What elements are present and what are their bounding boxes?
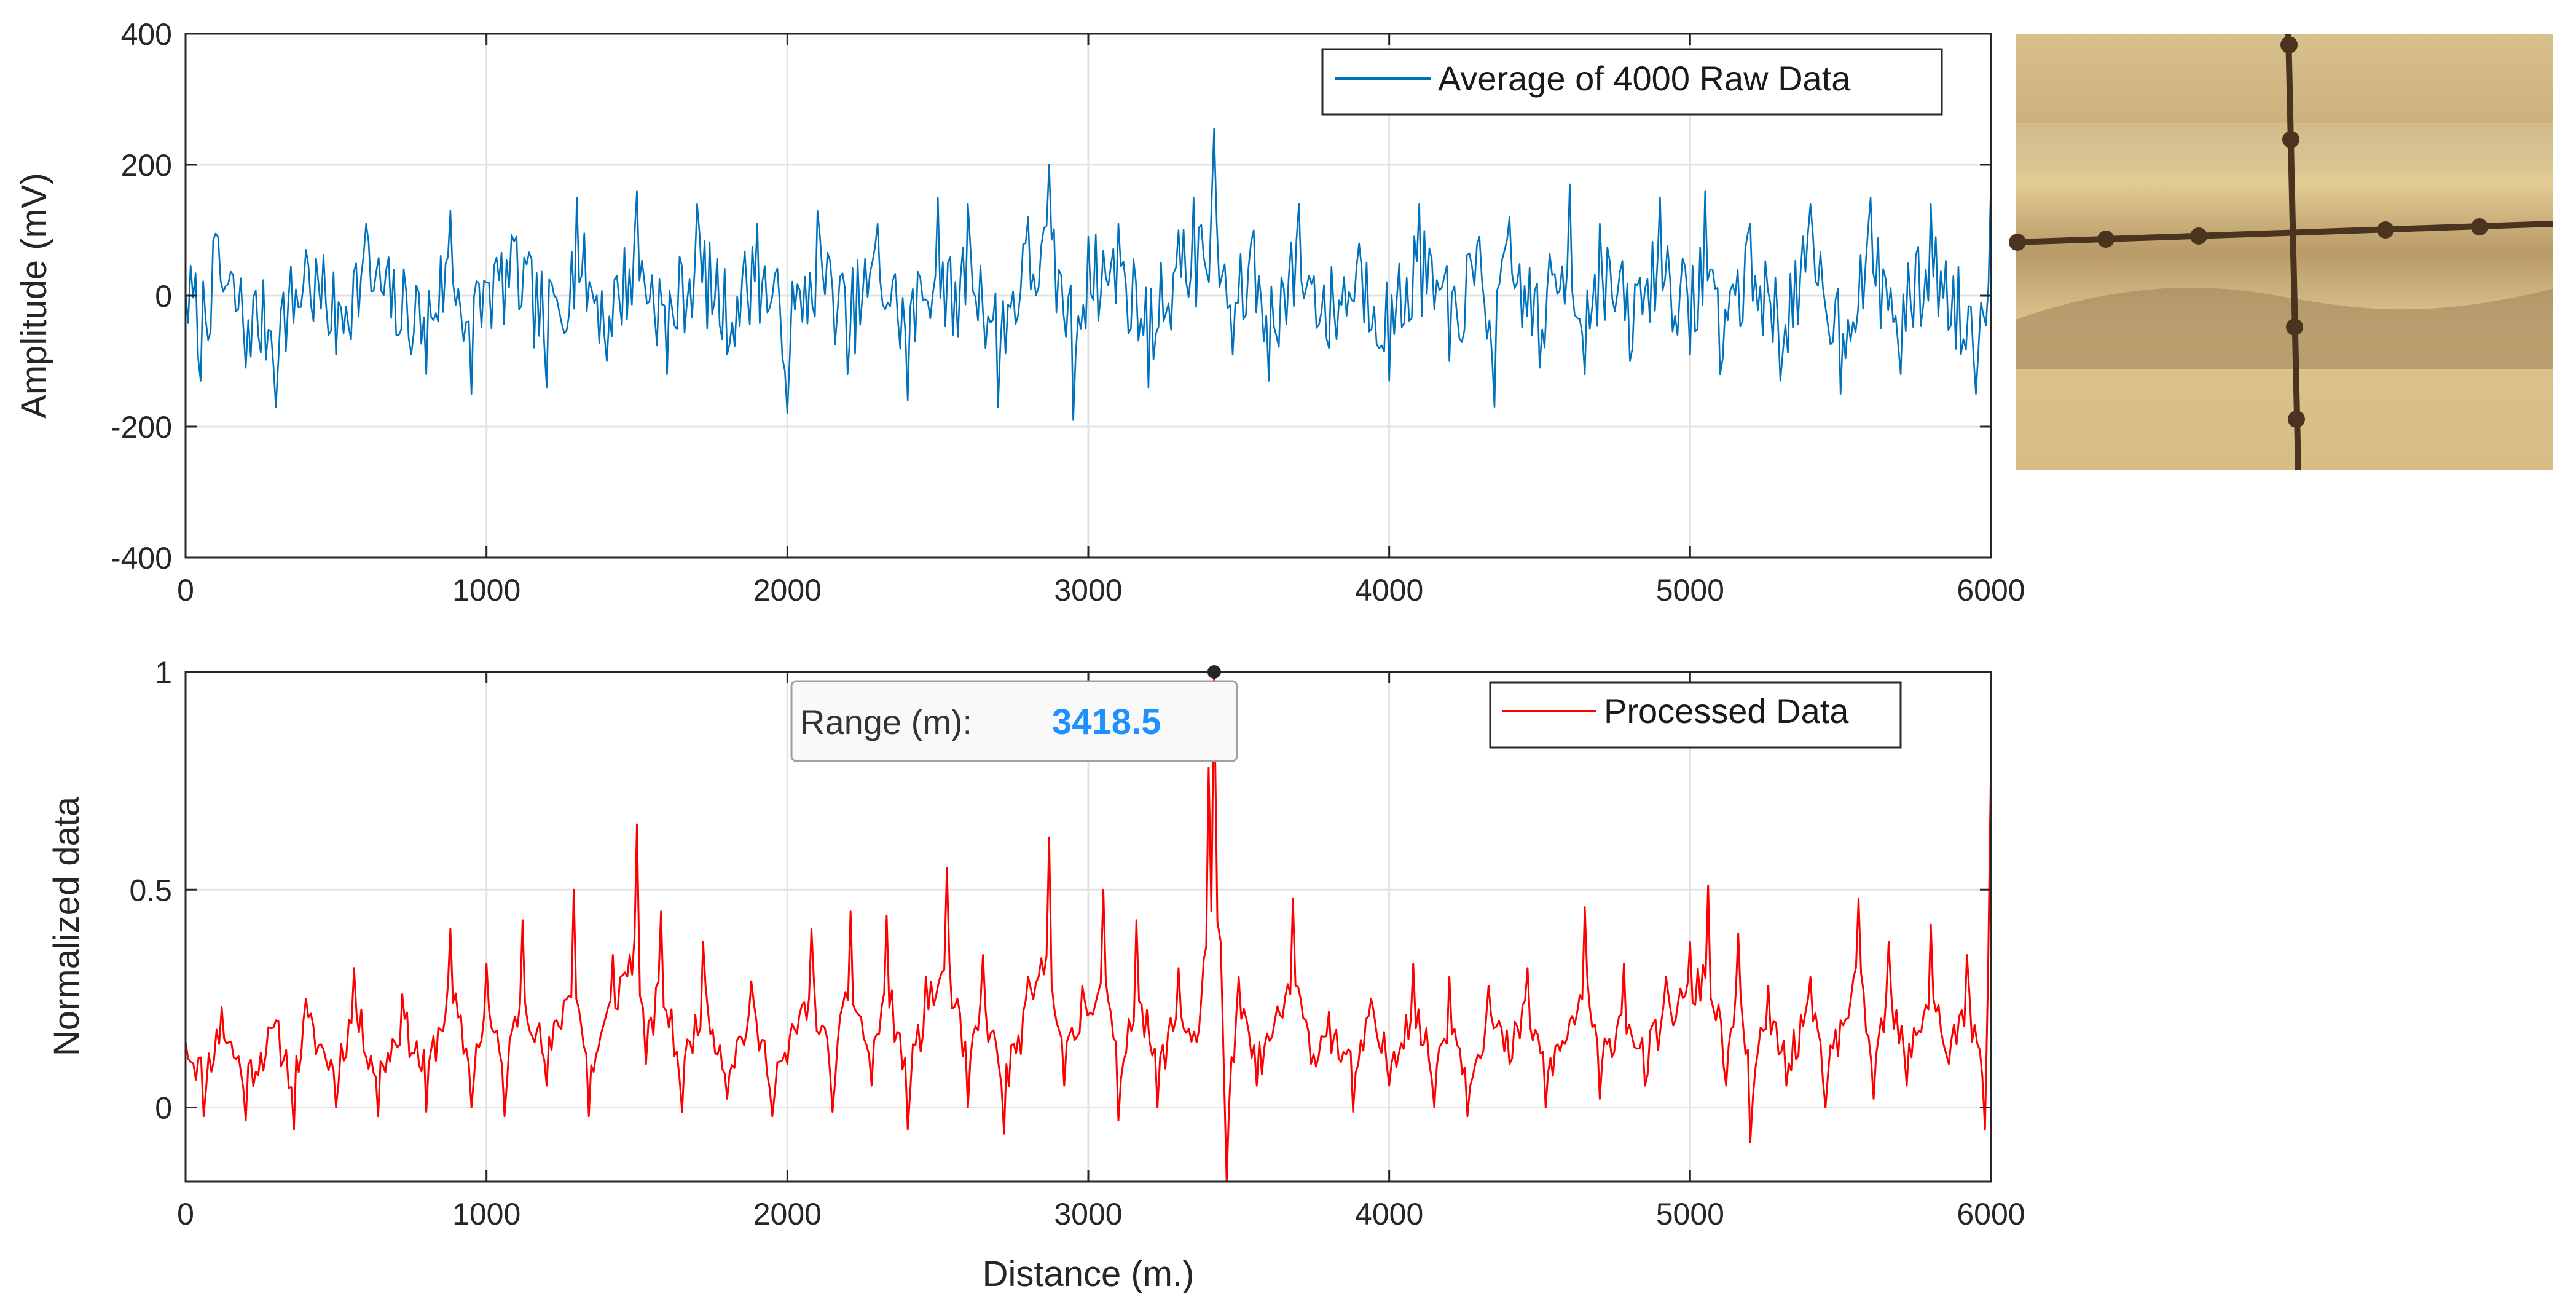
x-tick-label: 6000: [1957, 1197, 2025, 1231]
top-legend[interactable]: Average of 4000 Raw Data: [1321, 48, 1943, 116]
x-tick-label: 0: [177, 573, 194, 607]
datatip-marker[interactable]: [1207, 665, 1221, 679]
photo-hill: [2016, 288, 2553, 369]
y-tick-label: -200: [111, 410, 172, 444]
datatip[interactable]: Range (m): 3418.5: [790, 665, 1238, 762]
processed-data-chart: 0 1000 2000 3000 4000 5000 6000 00.51 Normaliz…: [47, 655, 2025, 1294]
inset-photo: [2009, 33, 2553, 471]
datatip-box: [790, 680, 1238, 762]
x-tick-label: 4000: [1355, 573, 1423, 607]
series-line-average-of-4000-raw-data[interactable]: [186, 128, 1991, 421]
bottom-y-tick-labels: 00.51: [129, 655, 172, 1126]
bottom-ticks: [184, 671, 1992, 1182]
photo-crosshair-vertical: [2285, 33, 2301, 471]
photo-sky-band: [2016, 123, 2553, 172]
bottom-legend-label: Processed Data: [1604, 692, 1849, 730]
top-legend-label: Average of 4000 Raw Data: [1438, 59, 1851, 98]
y-tick-label: 0: [155, 279, 172, 314]
x-tick-label: 5000: [1656, 573, 1724, 607]
photo-crosshair-dots: [2009, 36, 2488, 428]
bottom-x-tick-labels: 0 1000 2000 3000 4000 5000 6000: [177, 1197, 2025, 1231]
raw-data-chart: 0 1000 2000 3000 4000 5000 6000 -400 -200 0 200 40…: [14, 17, 2025, 607]
x-tick-label: 4000: [1355, 1197, 1423, 1231]
top-x-tick-labels: 0 1000 2000 3000 4000 5000 6000: [177, 573, 2025, 607]
x-tick-label: 2000: [753, 1197, 822, 1231]
top-ticks: [184, 33, 1992, 559]
x-tick-label: 2000: [753, 573, 822, 607]
y-tick-label: 1: [155, 655, 172, 690]
x-tick-label: 0: [177, 1197, 194, 1231]
x-tick-label: 1000: [452, 1197, 520, 1231]
y-tick-label: 0: [155, 1091, 172, 1126]
y-tick-label: 200: [121, 148, 172, 183]
bottom-y-axis-title: Normalized data: [47, 796, 87, 1056]
bottom-series-group: [186, 672, 1991, 1182]
x-tick-label: 5000: [1656, 1197, 1724, 1231]
datatip-value: 3418.5: [1052, 702, 1161, 742]
x-tick-label: 3000: [1054, 1197, 1122, 1231]
bottom-x-axis-title: Distance (m.): [983, 1254, 1195, 1294]
top-y-tick-labels: -400 -200 0 200 400: [111, 17, 172, 575]
top-series-group: [186, 128, 1991, 421]
x-tick-label: 1000: [452, 573, 520, 607]
series-line-processed-data[interactable]: [186, 672, 1991, 1182]
y-tick-label: -400: [111, 541, 172, 575]
x-tick-label: 6000: [1957, 573, 2025, 607]
top-y-axis-title: Amplitude (mV): [14, 173, 54, 419]
bottom-legend[interactable]: Processed Data: [1489, 681, 1902, 749]
x-tick-label: 3000: [1054, 573, 1122, 607]
y-tick-label: 0.5: [129, 873, 172, 907]
datatip-label: Range (m):: [800, 703, 972, 741]
photo-background: [2016, 34, 2553, 470]
y-tick-label: 400: [121, 17, 172, 52]
